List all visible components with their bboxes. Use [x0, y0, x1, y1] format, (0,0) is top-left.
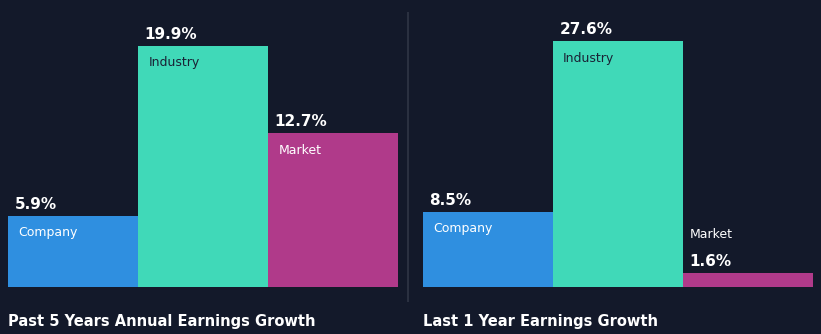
- Text: 19.9%: 19.9%: [144, 26, 197, 41]
- Bar: [268, 133, 398, 287]
- Text: Market: Market: [278, 144, 322, 157]
- Text: 27.6%: 27.6%: [559, 22, 612, 37]
- Text: 12.7%: 12.7%: [275, 114, 328, 129]
- Text: 8.5%: 8.5%: [429, 192, 471, 207]
- Text: Market: Market: [690, 228, 732, 241]
- Bar: [553, 41, 683, 287]
- Bar: [683, 273, 813, 287]
- Text: Company: Company: [433, 222, 493, 235]
- Bar: [8, 215, 138, 287]
- Text: Last 1 Year Earnings Growth: Last 1 Year Earnings Growth: [423, 314, 658, 329]
- Bar: [423, 211, 553, 287]
- Text: Industry: Industry: [563, 52, 614, 65]
- Text: Past 5 Years Annual Earnings Growth: Past 5 Years Annual Earnings Growth: [8, 314, 316, 329]
- Text: 5.9%: 5.9%: [15, 197, 57, 211]
- Text: 1.6%: 1.6%: [690, 254, 732, 269]
- Text: Company: Company: [19, 226, 78, 239]
- Text: Industry: Industry: [149, 56, 200, 69]
- Bar: [138, 45, 268, 287]
